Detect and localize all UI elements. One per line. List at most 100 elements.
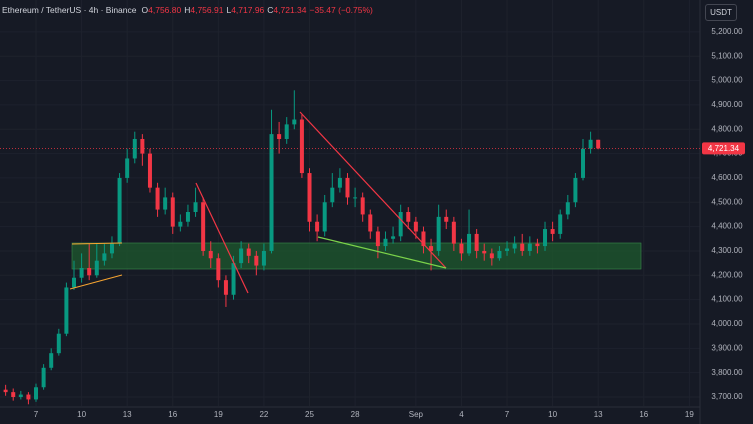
candle (375, 226, 380, 259)
candle (292, 90, 297, 130)
candle (87, 243, 92, 281)
y-tick-label: 4,500.00 (711, 197, 743, 206)
symbol-legend: Ethereum / TetherUS · 4h · Binance O4,756… (2, 5, 376, 15)
candle-body (117, 177, 122, 244)
candle-body (489, 253, 494, 259)
candle (322, 194, 327, 237)
candle-body (527, 243, 532, 251)
candle (254, 250, 259, 276)
candle-body (383, 238, 388, 247)
x-tick-label: 10 (548, 410, 557, 419)
candle-body (185, 212, 190, 222)
candle-body (299, 119, 304, 174)
y-tick-label: 4,900.00 (711, 100, 743, 109)
candle (527, 236, 532, 256)
candle (482, 243, 487, 261)
ohlc-value: 4,756.80 (148, 5, 182, 15)
trend-line[interactable] (299, 111, 447, 269)
candle-body (109, 243, 114, 254)
candle-body (482, 250, 487, 254)
candle-body (140, 138, 145, 154)
symbol-name[interactable]: Ethereum / TetherUS · 4h · Binance (2, 5, 137, 15)
candle (140, 134, 145, 166)
candle-body (87, 267, 92, 276)
ohlc-value: 4,721.34 (273, 5, 307, 15)
candle (34, 383, 39, 402)
candle (261, 243, 266, 271)
candle-body (307, 173, 312, 222)
candle-body (596, 139, 601, 149)
candle (383, 231, 388, 251)
candle (216, 253, 221, 288)
candle (71, 260, 76, 290)
support-zone[interactable] (71, 242, 642, 270)
candle-body (26, 394, 31, 400)
candle (79, 253, 84, 283)
x-tick-label: 22 (259, 410, 268, 419)
currency-button[interactable]: USDT (705, 4, 737, 21)
candle (94, 243, 99, 278)
candle (125, 148, 130, 183)
candle-body (170, 197, 175, 227)
candle-body (353, 197, 358, 199)
candle (565, 194, 570, 220)
trend-line[interactable] (71, 242, 123, 245)
candle (330, 173, 335, 208)
candle-body (543, 229, 548, 247)
trend-line[interactable] (317, 236, 447, 269)
candle-body (269, 134, 274, 251)
y-tick-label: 4,200.00 (711, 270, 743, 279)
candle (436, 204, 441, 256)
candle (459, 238, 464, 261)
candle-body (56, 333, 61, 354)
ohlc-key: C (267, 5, 274, 15)
x-tick-label: 28 (351, 410, 360, 419)
candle (246, 243, 251, 264)
candle-body (474, 233, 479, 251)
candle-body (406, 212, 411, 222)
candle-body (49, 353, 54, 368)
x-tick-label: 7 (505, 410, 510, 419)
candle-body (223, 280, 228, 295)
candle (155, 182, 160, 217)
candle-body (125, 158, 130, 178)
candle (451, 216, 456, 251)
candle (239, 241, 244, 268)
candle (11, 388, 16, 401)
candle-body (64, 287, 69, 334)
candle-body (79, 267, 84, 278)
candle-body (467, 233, 472, 254)
x-tick-label: 13 (594, 410, 603, 419)
trend-line[interactable] (69, 274, 123, 290)
y-tick-label: 4,300.00 (711, 246, 743, 255)
y-tick-label: 4,600.00 (711, 173, 743, 182)
candle (429, 238, 434, 271)
candle (543, 221, 548, 251)
candle-body (102, 253, 107, 261)
candle-body (360, 197, 365, 215)
candle-body (277, 134, 282, 139)
candle-body (573, 177, 578, 203)
candle-body (436, 216, 441, 251)
y-tick-label: 3,700.00 (711, 392, 743, 401)
y-tick-label: 5,000.00 (711, 76, 743, 85)
candle-body (330, 187, 335, 203)
candle-body (155, 187, 160, 210)
candle (117, 173, 122, 247)
candle-body (581, 148, 586, 178)
candle (269, 109, 274, 254)
candle (178, 214, 183, 232)
candle-body (41, 367, 46, 388)
ohlc-key: L (226, 5, 232, 15)
candle-body (11, 392, 16, 397)
candle-body (558, 214, 563, 234)
candle-body (588, 139, 593, 149)
y-tick-label: 5,100.00 (711, 51, 743, 60)
trend-line[interactable] (195, 182, 249, 294)
candle (573, 173, 578, 208)
candle-body (565, 202, 570, 215)
candle (18, 390, 23, 400)
